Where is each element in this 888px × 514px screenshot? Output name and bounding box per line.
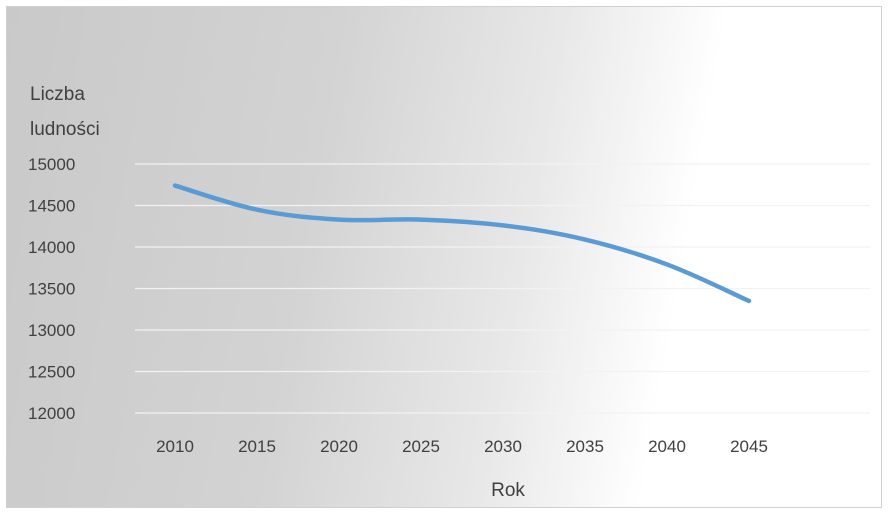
y-tick-label: 14500 [28, 197, 75, 216]
y-tick-label: 14000 [28, 238, 75, 257]
y-tick-label: 13500 [28, 280, 75, 299]
x-tick-label: 2025 [402, 437, 440, 456]
series-line [172, 183, 752, 304]
y-axis-label-line-2: ludności [30, 119, 100, 140]
x-axis-ticks: 2010 2015 2020 2025 2030 2035 2040 2045 [156, 437, 768, 456]
chart-area [6, 6, 882, 508]
y-tick-label: 12000 [28, 404, 75, 423]
series-group [172, 183, 752, 304]
y-tick-label: 12500 [28, 363, 75, 382]
x-tick-label: 2045 [730, 437, 768, 456]
x-tick-label: 2030 [484, 437, 522, 456]
y-tick-label: 13000 [28, 321, 75, 340]
x-tick-label: 2020 [320, 437, 358, 456]
gridlines [135, 163, 870, 414]
x-tick-label: 2040 [648, 437, 686, 456]
x-tick-label: 2010 [156, 437, 194, 456]
x-tick-label: 2015 [238, 437, 276, 456]
y-axis-ticks: 12000 12500 13000 13500 14000 14500 15000 [28, 155, 75, 423]
y-tick-label: 15000 [28, 155, 75, 174]
y-axis-label-line-1: Liczba [30, 84, 85, 105]
x-axis-label: Rok [491, 480, 525, 501]
x-tick-label: 2035 [566, 437, 604, 456]
